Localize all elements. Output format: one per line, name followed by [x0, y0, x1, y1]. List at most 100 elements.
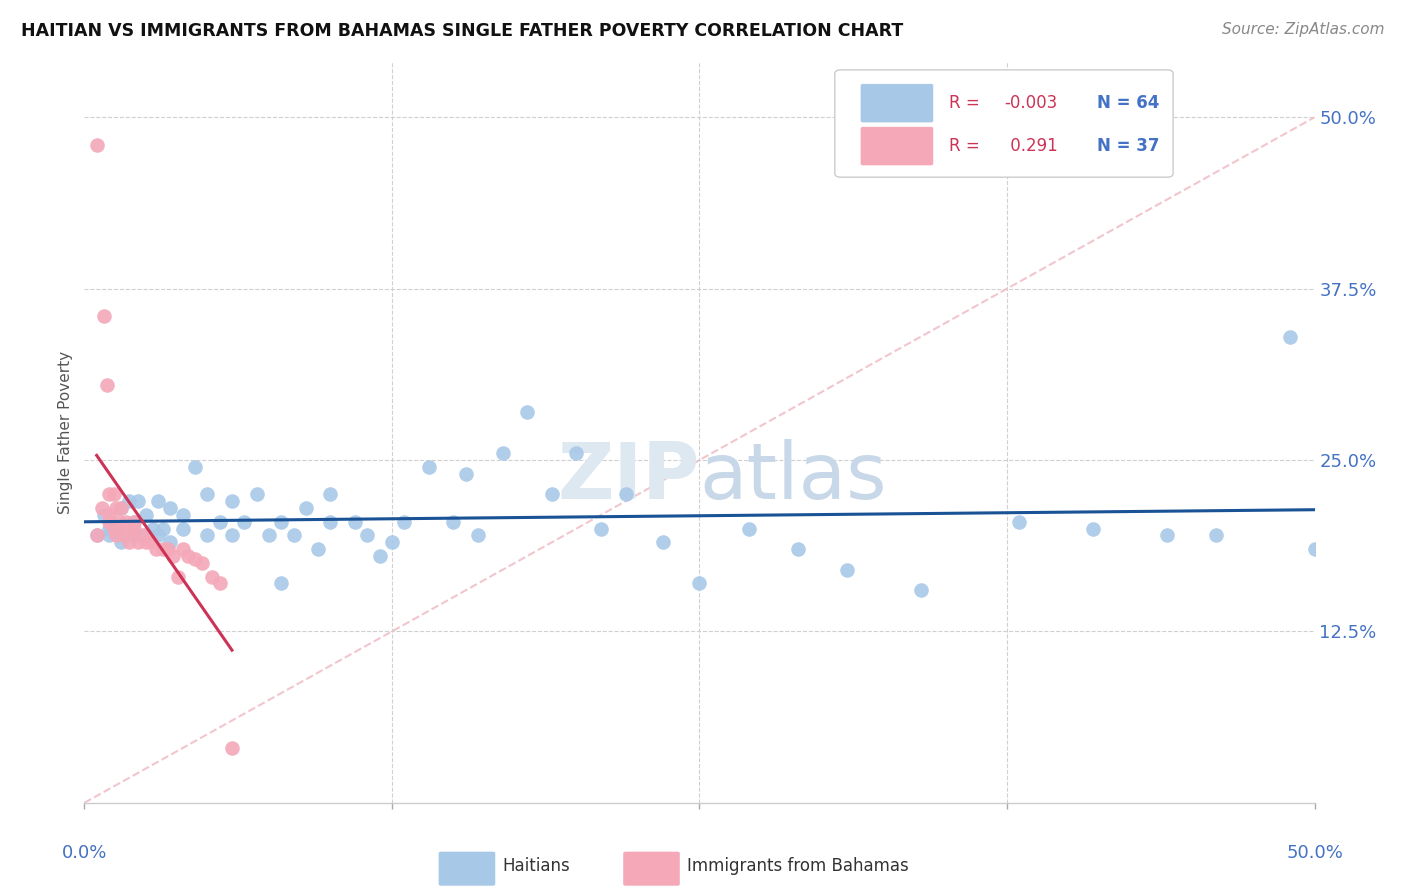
Point	[295, 501, 318, 516]
Point	[96, 377, 118, 392]
Point	[1303, 542, 1326, 557]
Point	[910, 583, 932, 598]
Point	[122, 528, 145, 542]
Point	[246, 487, 269, 501]
Text: Source: ZipAtlas.com: Source: ZipAtlas.com	[1222, 22, 1385, 37]
Point	[157, 542, 180, 557]
Point	[118, 494, 141, 508]
Point	[128, 535, 150, 549]
FancyBboxPatch shape	[860, 84, 934, 122]
Point	[201, 569, 224, 583]
Point	[541, 487, 564, 501]
Point	[283, 528, 305, 542]
Point	[191, 556, 214, 570]
Point	[177, 549, 200, 563]
Point	[418, 459, 440, 474]
Point	[565, 446, 588, 460]
Point	[172, 542, 194, 557]
Point	[162, 549, 184, 563]
Point	[467, 528, 489, 542]
Point	[591, 522, 613, 536]
Point	[159, 501, 181, 516]
Text: 0.0%: 0.0%	[62, 844, 107, 862]
Point	[128, 494, 150, 508]
Point	[110, 501, 132, 516]
Point	[105, 528, 128, 542]
Point	[103, 522, 125, 536]
Point	[86, 528, 108, 542]
Point	[1279, 329, 1302, 343]
Point	[787, 542, 810, 557]
Point	[221, 494, 243, 508]
Point	[221, 528, 243, 542]
Point	[103, 522, 125, 536]
Point	[152, 522, 174, 536]
FancyBboxPatch shape	[860, 127, 934, 165]
Point	[122, 515, 145, 529]
FancyBboxPatch shape	[835, 70, 1173, 178]
Point	[122, 515, 145, 529]
Point	[86, 528, 108, 542]
Point	[166, 569, 188, 583]
Point	[197, 487, 219, 501]
Point	[103, 487, 125, 501]
FancyBboxPatch shape	[439, 852, 495, 886]
Text: 50.0%: 50.0%	[1286, 844, 1343, 862]
Point	[105, 501, 128, 516]
Point	[135, 535, 157, 549]
Point	[86, 137, 108, 152]
Point	[108, 515, 131, 529]
Point	[98, 487, 120, 501]
Point	[115, 515, 138, 529]
Text: ZIP: ZIP	[557, 439, 700, 515]
Point	[145, 542, 167, 557]
Point	[112, 528, 135, 542]
Point	[394, 515, 416, 529]
Point	[98, 508, 120, 522]
Text: R =: R =	[949, 95, 986, 112]
Point	[270, 576, 292, 591]
Point	[135, 508, 157, 522]
Point	[148, 528, 170, 542]
FancyBboxPatch shape	[623, 852, 681, 886]
Text: N = 37: N = 37	[1097, 137, 1160, 155]
Point	[651, 535, 673, 549]
Point	[257, 528, 280, 542]
Point	[516, 405, 538, 419]
Point	[614, 487, 637, 501]
Point	[344, 515, 367, 529]
Point	[93, 508, 115, 522]
Text: atlas: atlas	[700, 439, 887, 515]
Point	[135, 528, 157, 542]
Point	[172, 522, 194, 536]
Point	[689, 576, 711, 591]
Text: Immigrants from Bahamas: Immigrants from Bahamas	[688, 856, 908, 875]
Point	[122, 522, 145, 536]
Point	[98, 528, 120, 542]
Text: -0.003: -0.003	[1005, 95, 1057, 112]
Point	[492, 446, 515, 460]
Point	[319, 515, 342, 529]
Point	[208, 515, 231, 529]
Point	[184, 551, 207, 566]
Point	[1156, 528, 1178, 542]
Point	[120, 522, 142, 536]
Point	[270, 515, 292, 529]
Point	[152, 542, 174, 557]
Point	[110, 522, 132, 536]
Point	[132, 528, 155, 542]
Point	[319, 487, 342, 501]
Point	[1083, 522, 1105, 536]
Text: HAITIAN VS IMMIGRANTS FROM BAHAMAS SINGLE FATHER POVERTY CORRELATION CHART: HAITIAN VS IMMIGRANTS FROM BAHAMAS SINGL…	[21, 22, 903, 40]
Point	[368, 549, 391, 563]
Point	[159, 535, 181, 549]
Text: Haitians: Haitians	[503, 856, 571, 875]
Point	[356, 528, 378, 542]
Point	[1205, 528, 1227, 542]
Point	[381, 535, 404, 549]
Point	[148, 494, 170, 508]
Point	[98, 522, 120, 536]
Point	[142, 522, 165, 536]
Point	[221, 741, 243, 756]
Y-axis label: Single Father Poverty: Single Father Poverty	[58, 351, 73, 514]
